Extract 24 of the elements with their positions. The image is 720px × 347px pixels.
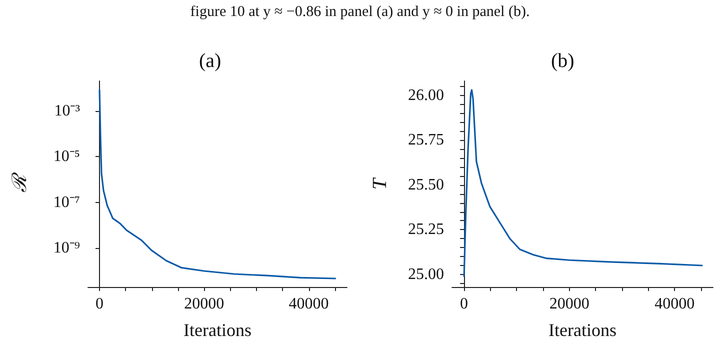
- y-tick-label: 10⁻⁵: [53, 148, 80, 166]
- y-tick-label: 10⁻³: [54, 102, 80, 120]
- chart-title: (a): [199, 50, 222, 72]
- y-axis-title: T: [369, 176, 391, 190]
- x-tick-label: 20000: [184, 296, 224, 312]
- x-tick-label: 0: [96, 296, 104, 312]
- y-tick-label: 26.00: [408, 86, 444, 104]
- chart-title: (b): [551, 50, 574, 72]
- x-tick-label: 40000: [288, 296, 329, 312]
- line-series: [98, 89, 336, 280]
- x-tick-label: 40000: [654, 296, 695, 312]
- y-tick-label: 25.75: [408, 132, 444, 149]
- y-tick-label: 25.25: [408, 221, 444, 238]
- y-tick-label: 25.00: [408, 266, 444, 283]
- caption: figure 10 at y ≈ −0.86 in panel (a) and y ≈ 0 in panel (b).: [189, 4, 531, 21]
- x-axis-title: Iterations: [184, 320, 252, 340]
- y-tick-label: 10⁻⁷: [53, 194, 80, 211]
- y-axis-title: ℛ: [9, 172, 31, 192]
- y-tick-label: 25.50: [408, 176, 444, 194]
- x-axis-title: Iterations: [548, 320, 616, 340]
- x-tick-label: 0: [460, 296, 468, 312]
- line-series: [463, 89, 703, 278]
- x-tick-label: 20000: [549, 296, 590, 312]
- y-tick-label: 10⁻⁹: [53, 240, 80, 257]
